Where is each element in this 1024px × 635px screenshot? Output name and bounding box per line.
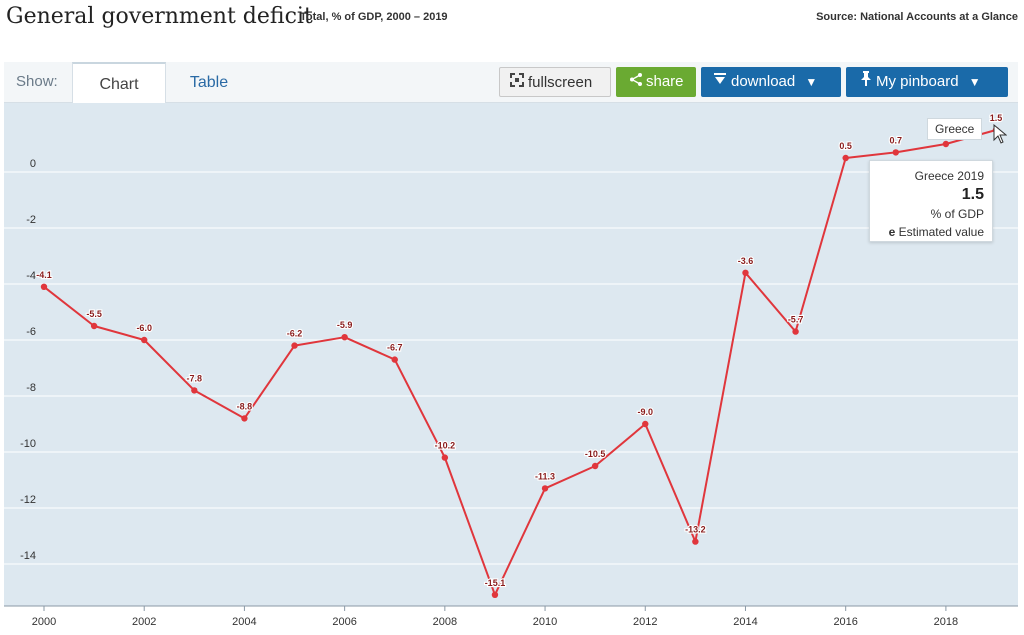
data-label: -10.2 bbox=[435, 441, 456, 451]
data-point[interactable] bbox=[792, 328, 799, 335]
data-point[interactable] bbox=[642, 420, 649, 428]
gridlines bbox=[4, 171, 1018, 565]
series-greece bbox=[40, 126, 1000, 598]
y-tick-label: 0 bbox=[30, 158, 36, 170]
tooltip-note-key: e bbox=[888, 225, 896, 239]
y-tick-label: -12 bbox=[20, 494, 36, 506]
share-button[interactable]: share bbox=[616, 67, 696, 97]
data-label: -13.2 bbox=[685, 525, 706, 535]
series-flag-greece: Greece bbox=[927, 118, 983, 140]
data-label: -5.7 bbox=[788, 315, 804, 325]
y-tick-label: -2 bbox=[26, 214, 36, 226]
data-point[interactable] bbox=[391, 356, 398, 363]
page-title: General government deficit bbox=[6, 4, 313, 29]
pin-icon bbox=[860, 67, 872, 97]
data-point[interactable] bbox=[541, 485, 549, 492]
data-label: -3.6 bbox=[738, 256, 754, 266]
data-label: -7.8 bbox=[187, 373, 203, 383]
data-label: -8.8 bbox=[237, 401, 253, 411]
data-point[interactable] bbox=[241, 415, 248, 422]
source-link[interactable]: Source: National Accounts at a Glance bbox=[816, 11, 1018, 23]
data-label: -6.7 bbox=[387, 343, 403, 353]
data-label: -9.0 bbox=[638, 407, 654, 417]
data-point[interactable] bbox=[90, 322, 98, 330]
data-label: -5.9 bbox=[337, 320, 353, 330]
data-label: -11.3 bbox=[535, 471, 555, 481]
data-label: -6.2 bbox=[287, 329, 303, 339]
tooltip-value: 1.5 bbox=[961, 186, 984, 203]
tab-chart[interactable]: Chart bbox=[72, 62, 166, 103]
data-label: 0.5 bbox=[839, 141, 852, 151]
y-tick-label: -10 bbox=[20, 438, 36, 450]
data-point[interactable] bbox=[742, 269, 749, 276]
y-tick-label: -8 bbox=[26, 382, 36, 394]
x-tick-label: 2012 bbox=[633, 616, 657, 628]
data-label: -6.0 bbox=[136, 323, 152, 333]
fullscreen-button[interactable]: fullscreen bbox=[499, 67, 611, 97]
mouse-pointer-icon bbox=[993, 123, 1008, 149]
data-point[interactable] bbox=[291, 342, 298, 349]
download-button[interactable]: download ▼ bbox=[701, 67, 841, 97]
series-line bbox=[43, 129, 997, 596]
y-tick-label: -4 bbox=[26, 270, 36, 282]
data-point[interactable] bbox=[842, 154, 849, 162]
plot-area bbox=[4, 103, 1018, 606]
pinboard-label: My pinboard bbox=[876, 73, 959, 90]
share-icon bbox=[630, 67, 642, 97]
data-point[interactable] bbox=[141, 336, 148, 344]
tooltip-unit: % of GDP bbox=[930, 207, 984, 221]
tab-table[interactable]: Table bbox=[189, 74, 229, 91]
data-label: 0.7 bbox=[890, 135, 903, 145]
data-point[interactable] bbox=[892, 149, 899, 156]
x-tick-label: 2014 bbox=[733, 616, 757, 628]
x-tick-label: 2004 bbox=[232, 616, 256, 628]
share-label: share bbox=[646, 73, 684, 90]
expand-icon bbox=[510, 68, 524, 98]
tooltip-note: e Estimated value bbox=[870, 223, 984, 241]
x-tick-label: 2018 bbox=[934, 616, 958, 628]
tooltip-title: Greece 2019 bbox=[914, 169, 984, 183]
data-label: -10.5 bbox=[585, 449, 606, 459]
chevron-down-icon: ▼ bbox=[968, 75, 981, 89]
x-axis: 2000 2002 2004 2006 2008 2010 2012 2014 2016 2018 bbox=[4, 605, 1018, 628]
data-labels: -4.1 -5.5 -6.0 -7.8 -8.8 -6.2 -5.9 -6.7 -10.2 -15… bbox=[35, 112, 1003, 589]
x-tick-label: 2000 bbox=[32, 616, 56, 628]
y-axis: 0 -2 -4 -6 -8 -10 -12 -14 bbox=[20, 158, 36, 562]
data-label: -15.1 bbox=[485, 578, 506, 588]
data-label: -4.1 bbox=[36, 270, 52, 280]
tooltip-note-text: Estimated value bbox=[898, 225, 984, 239]
data-point[interactable] bbox=[40, 283, 48, 290]
y-tick-label: -14 bbox=[20, 550, 36, 562]
data-point[interactable] bbox=[591, 462, 599, 470]
data-point[interactable] bbox=[341, 334, 348, 341]
chart-header: General government deficit Total, % of G… bbox=[0, 0, 1024, 40]
x-tick-label: 2016 bbox=[833, 616, 857, 628]
fullscreen-label: fullscreen bbox=[528, 74, 593, 91]
data-label: -5.5 bbox=[86, 309, 102, 319]
download-label: download bbox=[731, 73, 796, 90]
data-label: 1.5 bbox=[990, 113, 1003, 123]
data-point[interactable] bbox=[441, 454, 449, 461]
show-label: Show: bbox=[16, 73, 58, 90]
x-tick-label: 2008 bbox=[433, 616, 457, 628]
x-tick-label: 2006 bbox=[332, 616, 356, 628]
data-tooltip: Greece 2019 1.5 % of GDP e Estimated val… bbox=[869, 160, 993, 242]
chevron-down-icon: ▼ bbox=[805, 75, 818, 89]
x-tick-label: 2010 bbox=[533, 616, 557, 628]
data-point[interactable] bbox=[692, 538, 699, 545]
chart-subtitle: Total, % of GDP, 2000 – 2019 bbox=[300, 11, 448, 23]
data-point[interactable] bbox=[491, 591, 499, 598]
data-point[interactable] bbox=[942, 140, 950, 148]
data-point[interactable] bbox=[191, 387, 198, 394]
toolbar: Show: Chart Table fullscreen share downl… bbox=[4, 62, 1018, 103]
x-tick-label: 2002 bbox=[132, 616, 156, 628]
download-icon bbox=[713, 67, 727, 97]
y-tick-label: -6 bbox=[26, 326, 36, 338]
pinboard-button[interactable]: My pinboard ▼ bbox=[846, 67, 1008, 97]
